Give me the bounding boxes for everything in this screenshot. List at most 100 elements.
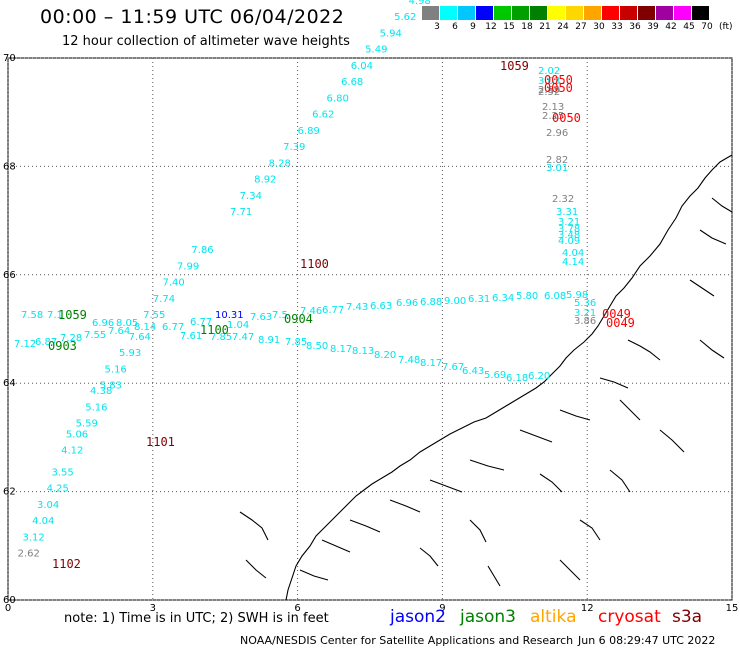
satellite-label-jason2: jason2 bbox=[390, 607, 446, 627]
lon-tick-label: 15 bbox=[726, 603, 739, 614]
coastline-segment bbox=[559, 409, 591, 421]
wave-height-value: 7.64 bbox=[129, 332, 151, 343]
coastline bbox=[239, 154, 733, 601]
pass-time-labels: 1102110111001059005000500050105909031100… bbox=[48, 59, 635, 571]
wave-height-value: 10.31 bbox=[215, 310, 244, 321]
wave-height-value: 4.98 bbox=[409, 0, 431, 7]
pass-time-label: 0050 bbox=[544, 73, 573, 87]
scale-label: 36 bbox=[629, 22, 641, 32]
wave-height-value: 5.16 bbox=[85, 402, 107, 413]
wave-height-value: 8.50 bbox=[306, 341, 328, 352]
scale-swatch bbox=[512, 6, 530, 20]
scale-label: 3 bbox=[434, 22, 440, 32]
scale-label: 39 bbox=[647, 22, 659, 32]
coastline-segment bbox=[699, 229, 727, 245]
wave-height-value: 6.80 bbox=[327, 93, 349, 104]
wave-height-value: 3.31 bbox=[556, 207, 578, 218]
satellite-label-s3a: s3a bbox=[672, 607, 703, 627]
lat-tick-label: 70 bbox=[3, 53, 16, 64]
wave-height-value: 7.5 bbox=[272, 310, 288, 321]
wave-height-value: 2.62 bbox=[18, 549, 40, 560]
scale-swatch bbox=[566, 6, 584, 20]
coastline-segment bbox=[519, 429, 553, 443]
wave-height-value: 8.20 bbox=[374, 350, 396, 361]
wave-height-value: 7.34 bbox=[240, 191, 262, 202]
scale-label: 42 bbox=[665, 22, 677, 32]
wave-height-value: 6.77 bbox=[190, 317, 212, 328]
lat-tick-label: 68 bbox=[3, 161, 16, 172]
wave-height-value: 4.04 bbox=[32, 516, 54, 527]
coastline-segment bbox=[487, 565, 501, 587]
wave-height-value: 2.13 bbox=[542, 102, 564, 113]
pass-time-label: 1102 bbox=[52, 557, 81, 571]
scale-label: 45 bbox=[683, 22, 695, 32]
coastline-segment bbox=[349, 519, 381, 533]
wave-height-value: 3.48 bbox=[558, 230, 580, 241]
lon-tick-label: 3 bbox=[150, 603, 156, 614]
scale-label: 12 bbox=[485, 22, 497, 32]
coastline-segment bbox=[559, 559, 581, 581]
wave-height-value: 5.06 bbox=[66, 429, 88, 440]
wave-height-value: 6.43 bbox=[462, 366, 484, 377]
wave-height-value: 3.01 bbox=[546, 163, 568, 174]
scale-label: 30 bbox=[593, 22, 605, 32]
wave-height-value: 7.40 bbox=[162, 278, 184, 289]
wave-height-value: 6.63 bbox=[370, 301, 392, 312]
wave-height-value: 6.77 bbox=[322, 305, 344, 316]
coastline-segment bbox=[599, 377, 629, 389]
wave-height-value: 2.82 bbox=[546, 155, 568, 166]
scale-label: 9 bbox=[470, 22, 476, 32]
wave-height-value: 5.80 bbox=[516, 291, 538, 302]
coastline-segment bbox=[711, 197, 733, 213]
coastline-segment bbox=[689, 279, 715, 297]
credit-text: NOAA/NESDIS Center for Satellite Applica… bbox=[240, 634, 574, 647]
wave-height-value: 6.34 bbox=[492, 293, 514, 304]
map-frame bbox=[7, 57, 733, 601]
wave-height-value: 4.25 bbox=[47, 484, 69, 495]
wave-height-value: 8.91 bbox=[258, 335, 280, 346]
pass-time-label: 0049 bbox=[602, 307, 631, 321]
lat-tick-label: 64 bbox=[3, 378, 16, 389]
map-grid bbox=[7, 57, 733, 601]
wave-height-value: 5.62 bbox=[394, 12, 416, 23]
wave-height-value: 2.96 bbox=[546, 128, 568, 139]
wave-height-value: 7.46 bbox=[300, 306, 322, 317]
wave-height-value: 8.17 bbox=[330, 344, 352, 355]
scale-label: 70 bbox=[701, 22, 713, 32]
wave-height-value: 4.12 bbox=[61, 446, 83, 457]
wave-height-value: 3.21 bbox=[574, 308, 596, 319]
wave-height-value: 7.48 bbox=[398, 355, 420, 366]
wave-height-value: 4.09 bbox=[558, 236, 580, 247]
wave-height-value: 3.04 bbox=[37, 500, 59, 511]
coastline-segment bbox=[239, 511, 269, 541]
scale-swatch bbox=[674, 6, 692, 20]
wave-height-value: 6.31 bbox=[468, 294, 490, 305]
pass-time-label: 1100 bbox=[200, 323, 229, 337]
scale-label: 27 bbox=[575, 22, 587, 32]
wave-height-value: 8.13 bbox=[352, 346, 374, 357]
scale-swatch bbox=[440, 6, 458, 20]
wave-height-value: 5.93 bbox=[119, 348, 141, 359]
wave-height-value: 3.03 bbox=[538, 76, 560, 87]
scale-swatch bbox=[638, 6, 656, 20]
pass-time-label: 1101 bbox=[146, 435, 175, 449]
wave-height-value: 7.55 bbox=[143, 310, 165, 321]
wave-height-value: 2.89 bbox=[538, 85, 560, 96]
coastline-segment bbox=[321, 539, 351, 553]
wave-height-value: 6.87 bbox=[35, 337, 57, 348]
coastline-segment bbox=[245, 559, 267, 579]
coastline-segment bbox=[469, 459, 505, 471]
wave-height-value: 7.28 bbox=[60, 333, 82, 344]
wave-height-value: 5.69 bbox=[484, 370, 506, 381]
pass-time-label: 1059 bbox=[500, 59, 529, 73]
wave-height-value: 7.1 bbox=[47, 310, 63, 321]
scale-swatch bbox=[692, 6, 710, 20]
wave-height-value: 7.39 bbox=[283, 142, 305, 153]
scale-swatch bbox=[422, 6, 440, 20]
wave-height-value: 6.89 bbox=[298, 126, 320, 137]
generated-timestamp: Jun 6 08:29:47 UTC 2022 bbox=[578, 634, 716, 647]
wave-height-value: 3.78 bbox=[558, 224, 580, 235]
coastline-segment bbox=[469, 519, 487, 543]
wave-height-value: 7.86 bbox=[191, 245, 213, 256]
scale-swatch bbox=[620, 6, 638, 20]
